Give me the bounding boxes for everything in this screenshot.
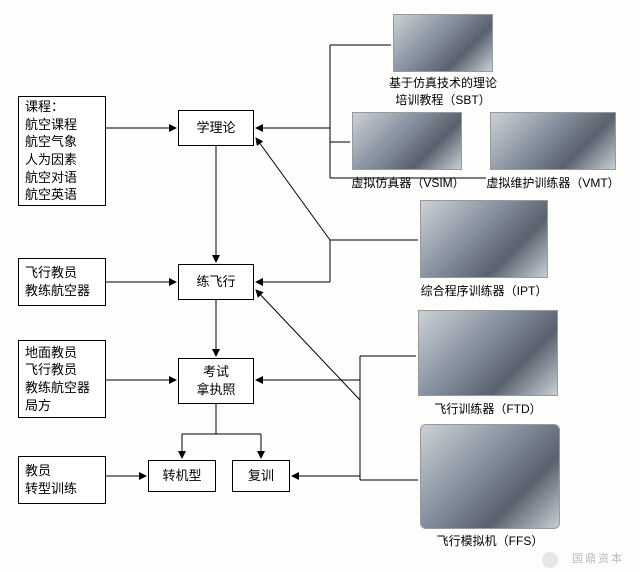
node-theory: 学理论	[178, 110, 254, 146]
equip-ffs-label: 飞行模拟机（FFS）	[432, 532, 548, 549]
equip-vmt-image	[490, 112, 616, 170]
equip-vsim-image	[352, 112, 462, 170]
equip-vmt-label: 虚拟维护训练器（VMT）	[486, 174, 620, 191]
equip-ipt-image	[420, 200, 548, 278]
watermark-text: 国鼎资本	[572, 550, 624, 566]
box-courses: 课程： 航空课程 航空气象 人为因素 航空对语 航空英语	[18, 96, 106, 206]
equip-ftd-label: 飞行训练器（FTD）	[422, 400, 554, 417]
equip-ffs-image	[420, 424, 560, 529]
box-ground-instructor: 地面教员 飞行教员 教练航空器 局方	[18, 340, 106, 418]
wechat-icon	[542, 552, 558, 568]
node-exam: 考试 拿执照	[178, 358, 254, 404]
equip-sbt-label: 基于仿真技术的理论 培训教程（SBT）	[370, 74, 516, 108]
equip-sbt-image	[393, 14, 493, 72]
equip-ftd-image	[418, 310, 558, 396]
node-practice: 练飞行	[178, 264, 254, 300]
box-type-conversion-instructor: 教员 转型训练	[18, 456, 106, 504]
node-type-rating: 转机型	[148, 460, 216, 492]
equip-vsim-label: 虚拟仿真器（VSIM）	[348, 174, 468, 191]
equip-ipt-label: 综合程序训练器（IPT）	[414, 282, 554, 299]
box-flight-instructor: 飞行教员 教练航空器	[18, 258, 106, 306]
node-recurrent: 复训	[232, 460, 290, 492]
